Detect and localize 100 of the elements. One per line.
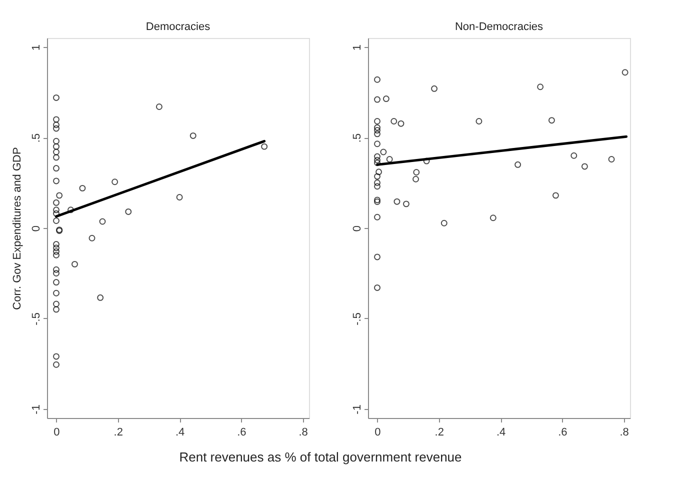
point	[53, 266, 60, 273]
point	[176, 194, 183, 200]
point	[88, 234, 96, 242]
x-tick-label: 0	[374, 426, 381, 438]
point	[552, 192, 559, 199]
point	[53, 290, 60, 296]
point	[67, 206, 74, 214]
point	[53, 94, 60, 101]
point	[402, 200, 410, 208]
x-tick-label: .2	[114, 426, 123, 438]
point	[374, 124, 380, 131]
point	[53, 270, 60, 276]
point	[53, 165, 60, 172]
y-tick-label: -1	[352, 404, 364, 414]
point	[374, 254, 380, 260]
point	[374, 156, 380, 164]
point	[490, 214, 496, 222]
point	[112, 178, 118, 186]
x-tick-label: .4	[175, 426, 185, 438]
point	[53, 206, 60, 214]
point	[374, 153, 380, 160]
point	[53, 116, 60, 123]
point	[53, 252, 60, 258]
point	[99, 218, 106, 225]
point	[374, 160, 380, 166]
point	[53, 154, 60, 161]
point	[53, 248, 60, 255]
point	[156, 104, 162, 110]
x-axis-title: Rent revenues as % of total government revenue	[179, 450, 462, 464]
point	[125, 208, 132, 215]
point	[608, 156, 615, 162]
point	[53, 122, 60, 128]
point	[374, 76, 380, 83]
x-tick-label: .6	[237, 426, 246, 438]
point	[53, 353, 60, 360]
point	[53, 143, 60, 150]
point	[53, 361, 60, 368]
point	[374, 196, 380, 204]
point	[53, 199, 60, 206]
point	[53, 306, 60, 313]
point	[440, 220, 448, 226]
x-tick-label: .8	[620, 426, 629, 438]
point	[374, 284, 380, 291]
point	[374, 214, 380, 220]
point	[53, 241, 60, 248]
point	[386, 156, 393, 162]
y-tick-label: -.5	[352, 312, 364, 326]
point	[72, 260, 78, 268]
point	[376, 168, 382, 176]
x-tick-label: .4	[496, 426, 506, 438]
x-tick-label: .8	[298, 426, 308, 438]
point	[374, 183, 380, 190]
y-tick-label: -.5	[30, 312, 42, 326]
y-tick-label: 1	[30, 44, 42, 51]
point	[261, 143, 268, 150]
point	[581, 163, 588, 170]
point	[413, 169, 420, 176]
point	[374, 140, 380, 148]
point	[53, 300, 60, 308]
point	[97, 294, 104, 301]
point	[476, 118, 482, 124]
x-tick-label: .2	[434, 426, 444, 438]
point	[394, 198, 400, 205]
point	[53, 244, 60, 252]
point	[374, 118, 380, 124]
point	[53, 138, 60, 144]
point	[53, 279, 60, 286]
point	[374, 130, 380, 138]
point	[79, 184, 86, 192]
point	[190, 132, 196, 139]
y-tick-label: .5	[352, 133, 364, 143]
point	[431, 85, 438, 92]
y-tick-label: -1	[30, 404, 42, 414]
point	[374, 173, 380, 180]
chart-title: Non-Democracies	[454, 21, 544, 33]
point	[374, 198, 380, 205]
point	[53, 210, 60, 217]
point	[374, 96, 380, 103]
point	[570, 152, 578, 159]
point	[548, 117, 555, 124]
point	[53, 125, 60, 132]
point	[412, 176, 420, 182]
y-tick-label: 1	[352, 44, 364, 51]
point	[382, 96, 390, 102]
point	[622, 69, 628, 76]
point	[56, 192, 63, 199]
point	[53, 178, 60, 184]
y-axis-title: Corr. Gov Expenditures and GDP	[12, 147, 24, 310]
x-tick-label: 0	[54, 426, 60, 438]
y-tick-label: 0	[30, 225, 42, 232]
x-tick-label: .6	[558, 426, 568, 438]
point	[514, 161, 522, 168]
point	[374, 180, 380, 186]
point	[537, 84, 544, 90]
point	[390, 118, 398, 124]
point	[374, 127, 380, 134]
point	[380, 148, 387, 156]
point	[53, 148, 60, 156]
point	[398, 120, 404, 127]
y-tick-label: .5	[30, 133, 42, 143]
